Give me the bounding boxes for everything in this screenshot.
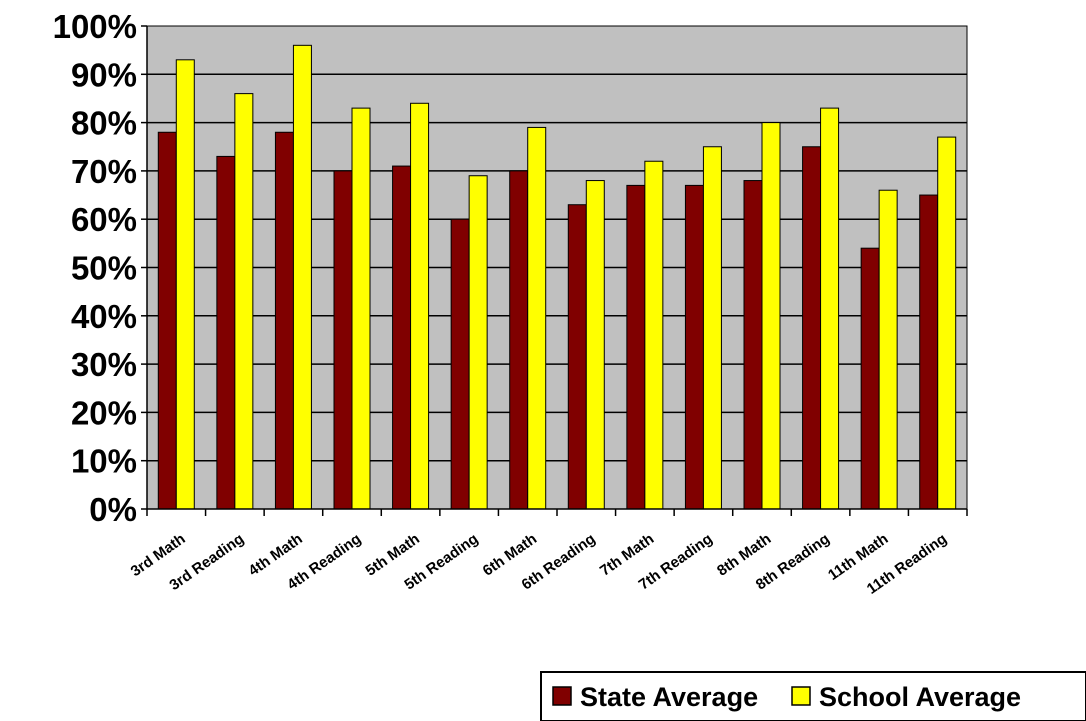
bar-school [351, 107, 371, 510]
bar-state [684, 184, 704, 510]
legend: State Average School Average [540, 671, 1086, 721]
bar-state [450, 218, 470, 510]
y-tick-label: 0% [89, 491, 137, 528]
bar-school [468, 175, 488, 510]
bar-state [157, 131, 177, 510]
y-tick-label: 60% [71, 201, 137, 238]
bar-state [743, 180, 763, 510]
bar-state [333, 170, 353, 510]
bar-state [274, 131, 294, 510]
y-tick-label: 30% [71, 346, 137, 383]
y-tick-label: 20% [71, 394, 137, 431]
y-tick-labels: 0% 10% 20% 30% 40% 50% 60% 70% 80% 90% 100% [53, 8, 137, 528]
y-tick-label: 90% [71, 56, 137, 93]
bar-school [292, 44, 312, 510]
bar-school [702, 146, 722, 510]
y-tick-label: 40% [71, 298, 137, 335]
bar-state [626, 184, 646, 510]
bar-state [392, 165, 412, 510]
bar-school [644, 160, 664, 510]
bar-school [937, 136, 957, 510]
bar-state [860, 247, 880, 510]
bar-school [175, 59, 195, 510]
y-tick-label: 100% [53, 8, 137, 45]
y-tick-label: 80% [71, 105, 137, 142]
bar-state [567, 204, 587, 510]
bar-state [216, 155, 236, 510]
bar-state [802, 146, 822, 510]
bar-state [919, 194, 939, 510]
legend-box [540, 671, 1086, 721]
y-tick-label: 10% [71, 443, 137, 480]
bar-school [527, 126, 547, 510]
bar-school [585, 180, 605, 510]
y-tick-label: 70% [71, 153, 137, 190]
legend-swatch-school [791, 686, 811, 706]
axes [141, 25, 968, 516]
bars [157, 44, 957, 510]
bar-school [234, 93, 254, 510]
legend-label-school: School Average [819, 682, 1021, 712]
bar-school [761, 122, 781, 510]
bar-school [410, 102, 430, 510]
bar-state [509, 170, 529, 510]
bar-school [878, 189, 898, 510]
legend-swatch-state [552, 686, 572, 706]
y-tick-label: 50% [71, 250, 137, 287]
legend-label-state: State Average [580, 682, 758, 712]
bar-school [820, 107, 840, 510]
